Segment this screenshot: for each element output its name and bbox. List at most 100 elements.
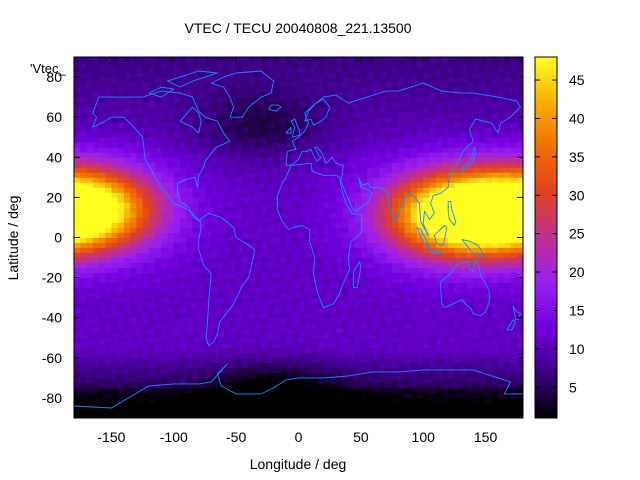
heatmap-cell: [92, 272, 100, 279]
heatmap-cell: [485, 317, 493, 324]
heatmap-cell: [273, 122, 281, 128]
heatmap-cell: [398, 82, 405, 88]
heatmap-cell: [491, 262, 499, 268]
heatmap-cell: [279, 207, 287, 213]
heatmap-cell: [204, 187, 212, 193]
heatmap-cell: [161, 107, 168, 113]
heatmap-cell: [167, 307, 175, 314]
heatmap-cell: [379, 87, 387, 93]
heatmap-cell: [504, 292, 511, 299]
heatmap-cell: [80, 167, 87, 173]
heatmap-cell: [460, 162, 468, 168]
heatmap-cell: [217, 252, 225, 258]
heatmap-cell: [454, 317, 462, 324]
heatmap-cell: [148, 187, 156, 193]
heatmap-cell: [136, 117, 143, 123]
heatmap-cell: [242, 117, 250, 123]
heatmap-cell: [460, 207, 468, 213]
heatmap-cell: [148, 282, 156, 289]
heatmap-cell: [298, 362, 306, 369]
heatmap-cell: [404, 287, 412, 294]
heatmap-cell: [298, 197, 306, 203]
heatmap-cell: [342, 312, 349, 319]
heatmap-cell: [373, 107, 380, 113]
heatmap-cell: [173, 412, 181, 419]
heatmap-cell: [373, 217, 380, 223]
heatmap-cell: [485, 412, 493, 419]
heatmap-cell: [279, 97, 287, 103]
heatmap-cell: [373, 377, 380, 384]
heatmap-cell: [323, 302, 331, 309]
heatmap-cell: [348, 302, 356, 309]
heatmap-cell: [348, 362, 356, 369]
heatmap-cell: [198, 107, 206, 113]
heatmap-cell: [429, 392, 437, 399]
heatmap-cell: [317, 102, 324, 108]
heatmap-cell: [80, 117, 87, 123]
heatmap-cell: [385, 132, 393, 138]
heatmap-cell: [254, 122, 262, 128]
heatmap-cell: [516, 197, 524, 203]
heatmap-cell: [161, 267, 168, 273]
heatmap-cell: [186, 317, 193, 324]
heatmap-cell: [148, 377, 156, 384]
heatmap-cell: [223, 172, 231, 178]
heatmap-cell: [248, 372, 256, 379]
heatmap-cell: [248, 117, 256, 123]
heatmap-cell: [342, 357, 349, 364]
heatmap-cell: [80, 112, 87, 118]
heatmap-cell: [435, 272, 443, 279]
heatmap-cell: [155, 342, 162, 349]
heatmap-cell: [354, 297, 362, 304]
heatmap-cell: [448, 342, 455, 349]
heatmap-cell: [398, 132, 405, 138]
heatmap-cell: [310, 377, 318, 384]
heatmap-cell: [136, 162, 143, 168]
heatmap-cell: [211, 152, 218, 158]
heatmap-cell: [148, 247, 156, 253]
heatmap-cell: [448, 242, 455, 248]
heatmap-cell: [423, 77, 430, 83]
heatmap-cell: [392, 117, 399, 123]
heatmap-cell: [130, 322, 137, 329]
heatmap-cell: [161, 372, 168, 379]
heatmap-cell: [254, 187, 262, 193]
heatmap-cell: [286, 147, 293, 153]
heatmap-cell: [136, 177, 143, 183]
heatmap-cell: [229, 412, 237, 419]
heatmap-cell: [398, 112, 405, 118]
heatmap-cell: [473, 262, 480, 268]
heatmap-cell: [491, 322, 499, 329]
heatmap-cell: [342, 97, 349, 103]
heatmap-cell: [479, 72, 486, 78]
heatmap-cell: [236, 192, 243, 198]
heatmap-cell: [448, 162, 455, 168]
heatmap-cell: [504, 202, 511, 208]
heatmap-cell: [148, 177, 156, 183]
heatmap-cell: [510, 297, 518, 304]
heatmap-cell: [155, 142, 162, 148]
heatmap-cell: [304, 352, 312, 359]
heatmap-cell: [292, 107, 299, 113]
heatmap-cell: [111, 277, 119, 284]
heatmap-cell: [236, 77, 243, 83]
heatmap-cell: [254, 287, 262, 294]
heatmap-cell: [423, 232, 430, 238]
heatmap-cell: [148, 367, 156, 374]
heatmap-cell: [261, 332, 268, 339]
heatmap-cell: [335, 157, 343, 163]
heatmap-cell: [385, 152, 393, 158]
heatmap-cell: [80, 172, 87, 178]
heatmap-cell: [473, 157, 480, 163]
heatmap-cell: [98, 167, 106, 173]
heatmap-cell: [167, 347, 175, 354]
heatmap-cell: [92, 287, 100, 294]
heatmap-cell: [473, 322, 480, 329]
heatmap-cell: [354, 352, 362, 359]
heatmap-cell: [292, 132, 299, 138]
heatmap-cell: [479, 152, 486, 158]
heatmap-cell: [448, 362, 455, 369]
heatmap-cell: [161, 167, 168, 173]
heatmap-cell: [329, 167, 337, 173]
heatmap-cell: [485, 267, 493, 273]
